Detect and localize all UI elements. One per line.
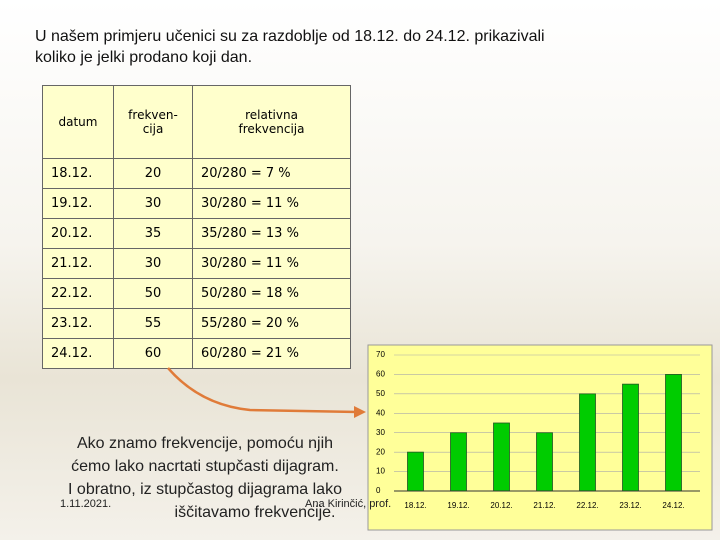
- table-row: 19.12. 30 30/280 = 11 %: [42, 188, 351, 219]
- table-cell: 21.12.: [42, 248, 114, 279]
- note-line: Ako znamo frekvencije, pomoću njih: [76, 435, 334, 452]
- arrow: [167, 367, 359, 414]
- table-row: 21.12. 30 30/280 = 11 %: [42, 248, 351, 279]
- y-tick-label: 60: [376, 370, 385, 379]
- title-line: U našem primjeru učenici su za razdoblje…: [35, 28, 545, 45]
- bar: [493, 422, 510, 492]
- table-cell: 30/280 = 11 %: [192, 248, 351, 279]
- table-cell: 20/280 = 7 %: [192, 158, 351, 189]
- table-cell: 24.12.: [42, 338, 114, 369]
- table-cell: 30: [113, 188, 193, 219]
- header-cell: relativna frekvencija: [192, 85, 351, 159]
- x-tick-label: 20.12.: [490, 501, 512, 510]
- note-line: iščitavamo frekvencije.: [174, 504, 336, 521]
- x-tick-label: 22.12.: [576, 501, 598, 510]
- note: Ako znamo frekvencije, pomoću njih ćemo …: [0, 432, 410, 524]
- table-cell: 19.12.: [42, 188, 114, 219]
- frequency-table: datum frekven-cija relativna frekvencija 18.…: [42, 85, 351, 369]
- table-row: 18.12. 20 20/280 = 7 %: [42, 158, 351, 189]
- header-cell: frekven-cija: [113, 85, 193, 159]
- y-tick-label: 50: [376, 389, 385, 398]
- y-tick-label: 20: [376, 447, 385, 456]
- header-text: cija: [142, 122, 164, 136]
- x-tick-label: 19.12.: [447, 501, 469, 510]
- table-row: 23.12. 55 55/280 = 20 %: [42, 308, 351, 339]
- note-line: ćemo lako nacrtati stupčasti dijagram.: [71, 458, 339, 475]
- footer-date: 1.11.2021.: [60, 498, 112, 510]
- table-cell: 20: [113, 158, 193, 189]
- y-tick-label: 70: [376, 350, 385, 359]
- header-text: frekven-: [128, 108, 178, 122]
- table-cell: 23.12.: [42, 308, 114, 339]
- bar: [665, 374, 682, 492]
- table-cell: 60/280 = 21 %: [192, 338, 351, 369]
- x-tick-label: 24.12.: [662, 501, 684, 510]
- footer-author: Ana Kirinčić, prof.: [305, 498, 392, 510]
- note-line: I obratno, iz stupčastog dijagrama lako: [68, 481, 342, 498]
- table-cell: 20.12.: [42, 218, 114, 249]
- x-tick-label: 18.12.: [404, 501, 426, 510]
- header-cell: datum: [42, 85, 114, 159]
- header-row: datum frekven-cija relativna frekvencija: [42, 85, 351, 159]
- bar: [536, 432, 553, 492]
- bar: [450, 432, 467, 492]
- title: U našem primjeru učenici su za razdoblje…: [35, 26, 545, 68]
- header-text: datum: [58, 115, 98, 129]
- title-line: koliko je jelki prodano koji dan.: [35, 49, 253, 66]
- y-tick-label: 10: [376, 467, 385, 476]
- table-cell: 55: [113, 308, 193, 339]
- table-cell: 30/280 = 11 %: [192, 188, 351, 219]
- table-row: 24.12. 60 60/280 = 21 %: [42, 338, 351, 369]
- y-tick-label: 40: [376, 408, 385, 417]
- bar: [579, 393, 596, 492]
- table-row: 22.12. 50 50/280 = 18 %: [42, 278, 351, 309]
- x-tick-label: 21.12.: [533, 501, 555, 510]
- table-cell: 55/280 = 20 %: [192, 308, 351, 339]
- table-row: 20.12. 35 35/280 = 13 %: [42, 218, 351, 249]
- x-tick-label: 23.12.: [619, 501, 641, 510]
- table-cell: 35/280 = 13 %: [192, 218, 351, 249]
- bar: [622, 383, 639, 492]
- header-text: frekvencija: [238, 122, 305, 136]
- y-tick-label: 30: [376, 428, 385, 437]
- y-tick-label: 0: [376, 486, 381, 495]
- header-text: relativna: [245, 108, 298, 122]
- table-cell: 18.12.: [42, 158, 114, 189]
- table-cell: 30: [113, 248, 193, 279]
- arrow-head: [354, 406, 366, 418]
